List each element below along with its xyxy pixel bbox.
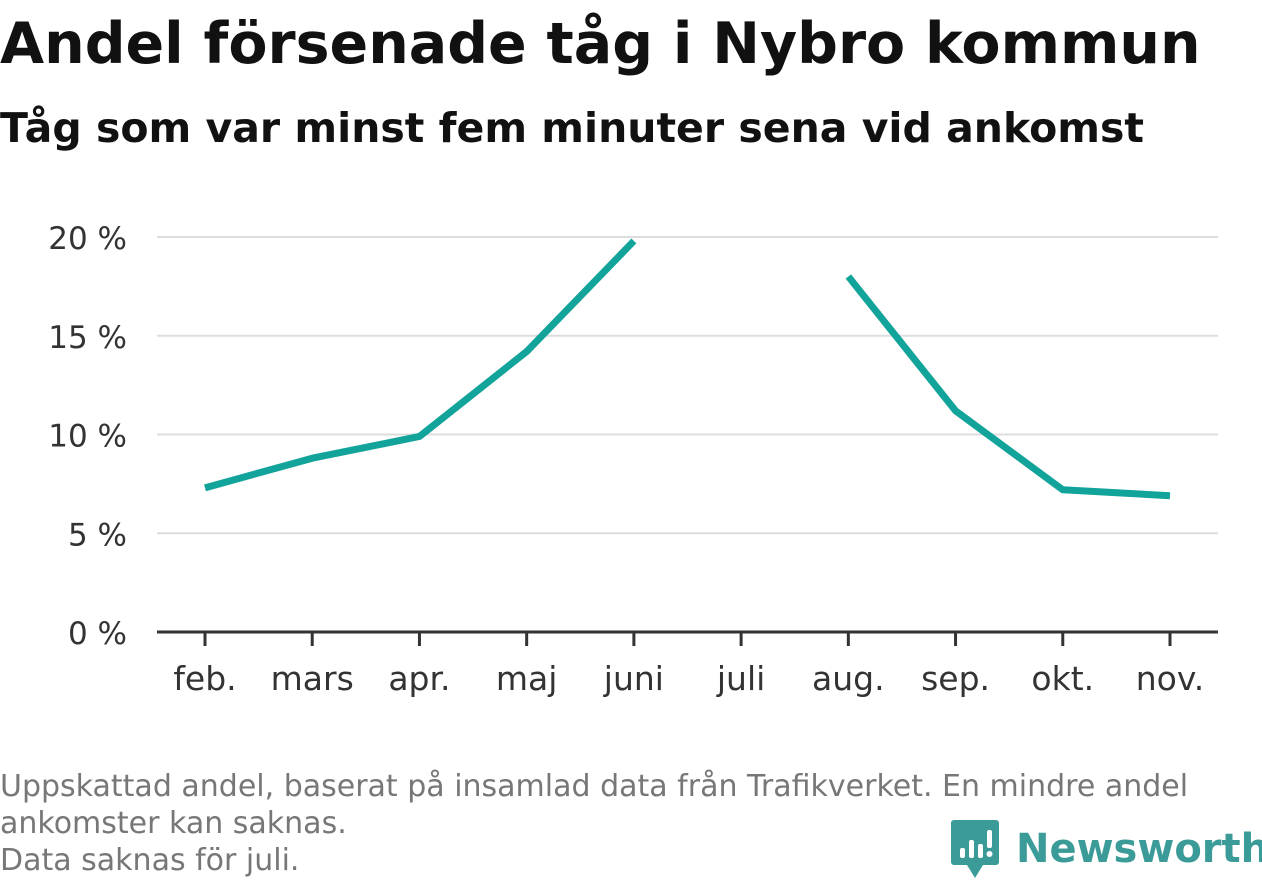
x-tick-label: sep. xyxy=(921,659,990,698)
x-tick-label: juni xyxy=(603,659,664,698)
x-tick-label: feb. xyxy=(173,659,236,698)
x-tick-label: apr. xyxy=(388,659,450,698)
brand-name: Newsworthy xyxy=(1016,826,1262,872)
series-line xyxy=(205,241,634,488)
x-tick-label: nov. xyxy=(1136,659,1205,698)
x-tick-label: juli xyxy=(716,659,765,698)
y-tick-label: 5 % xyxy=(68,517,127,553)
x-tick-label: mars xyxy=(271,659,354,698)
y-tick-label: 15 % xyxy=(48,320,127,356)
newsworthy-logo-icon xyxy=(950,818,1000,880)
source-note-line: Uppskattad andel, baserat på insamlad da… xyxy=(0,768,1250,805)
y-tick-label: 10 % xyxy=(48,419,127,455)
x-tick-label: maj xyxy=(496,659,558,698)
y-tick-label: 20 % xyxy=(48,221,127,257)
series-line xyxy=(848,277,1170,496)
x-tick-label: okt. xyxy=(1031,659,1094,698)
x-tick-label: aug. xyxy=(812,659,885,698)
y-tick-label: 0 % xyxy=(68,616,127,652)
brand-logo: Newsworthy xyxy=(950,818,1262,880)
